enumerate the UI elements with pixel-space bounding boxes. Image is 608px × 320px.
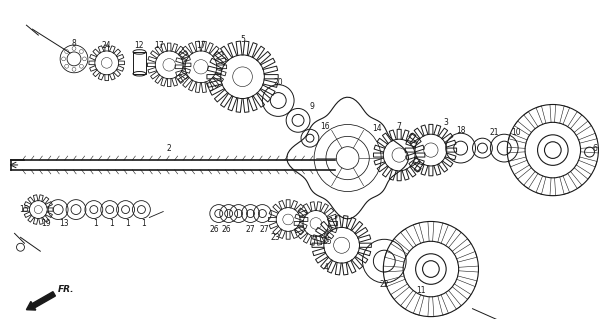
Text: 7: 7	[397, 122, 402, 131]
Text: 2: 2	[167, 144, 171, 153]
Text: 26: 26	[210, 225, 219, 234]
Text: 27: 27	[246, 225, 255, 234]
Text: 1: 1	[94, 219, 98, 228]
Text: 15: 15	[19, 205, 29, 214]
Text: FR.: FR.	[58, 285, 75, 294]
Text: 1: 1	[125, 219, 130, 228]
Text: 13: 13	[60, 219, 69, 228]
Text: 16: 16	[320, 122, 330, 131]
Text: 26: 26	[222, 225, 232, 234]
Text: 18: 18	[456, 126, 465, 135]
Text: 1: 1	[109, 219, 114, 228]
Text: 24: 24	[102, 41, 111, 50]
Text: 17: 17	[154, 41, 164, 50]
Text: 3: 3	[443, 118, 448, 127]
Text: 27: 27	[260, 225, 269, 234]
Text: 1: 1	[141, 219, 146, 228]
Text: 23: 23	[271, 233, 280, 242]
Text: 20: 20	[274, 78, 283, 87]
Text: 5: 5	[240, 35, 245, 44]
Text: 21: 21	[489, 128, 499, 137]
Text: 17: 17	[196, 41, 206, 50]
Text: 11: 11	[416, 286, 426, 295]
Text: 9: 9	[309, 102, 314, 111]
Text: 10: 10	[511, 128, 521, 137]
Text: 4: 4	[323, 263, 328, 272]
Text: 8: 8	[72, 38, 77, 48]
Text: 14: 14	[373, 124, 382, 133]
Text: 19: 19	[41, 219, 51, 228]
FancyArrow shape	[26, 292, 55, 310]
Text: 12: 12	[135, 41, 144, 50]
Text: 25: 25	[323, 237, 333, 246]
Bar	[133, 52, 146, 74]
Text: 6: 6	[592, 144, 597, 153]
Text: 22: 22	[379, 280, 389, 289]
